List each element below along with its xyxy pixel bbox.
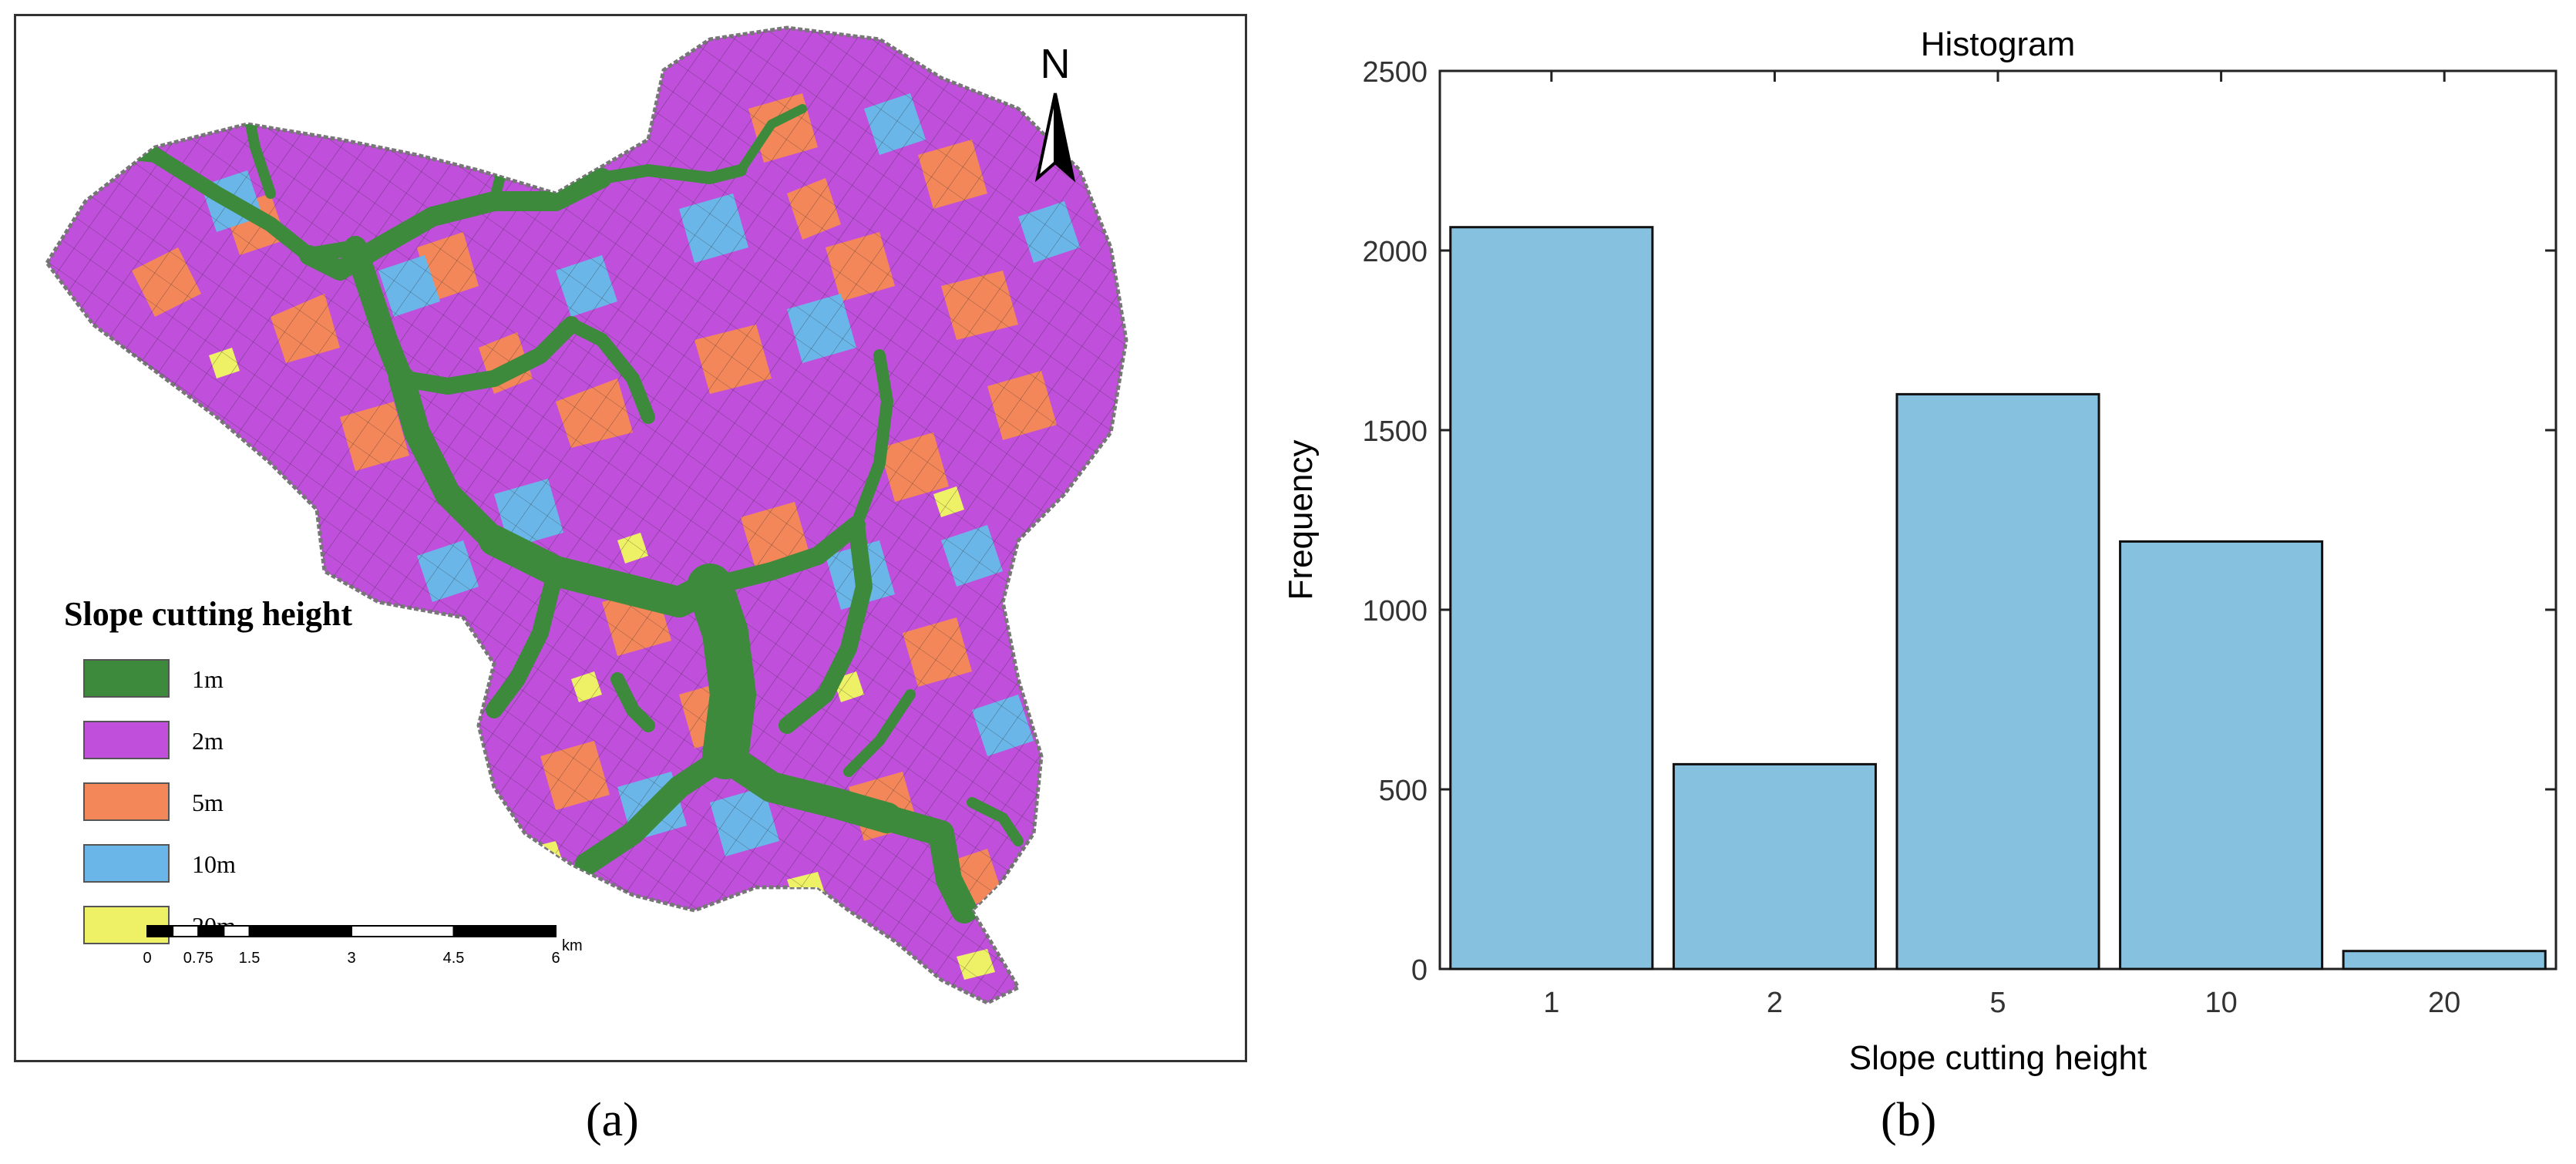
bar [2342,950,2547,971]
x-tick-label: 20 [2428,987,2460,1019]
chart-title: Histogram [1921,25,2076,63]
x-tick-label: 5 [1989,987,2006,1019]
legend-label: 10m [192,850,236,878]
legend-title: Slope cutting height [64,595,352,633]
scale-segment [146,925,174,937]
river-network-1m [78,96,1024,923]
legend-swatch [83,844,170,883]
bar [2119,540,2324,971]
y-tick-label: 0 [1411,954,1428,987]
scale-tick-label: 1.5 [239,950,261,967]
scale-segment [197,925,225,937]
caption-b: (b) [1881,1094,1937,1146]
y-tick-label: 2500 [1362,56,1428,89]
scale-tick-label: 6 [551,950,560,967]
scale-bar: 0 0.75 1.5 3 4.5 6 km [143,925,583,967]
y-tick-label: 1500 [1362,415,1428,448]
scale-segment [172,925,200,937]
x-tick-label: 10 [2204,987,2237,1019]
map-legend: Slope cutting height 1m2m5m10m20m [64,595,352,944]
x-axis-label: Slope cutting height [1849,1039,2147,1077]
legend-label: 2m [192,727,224,755]
scale-unit: km [562,937,583,954]
y-axis: 0 500 1000 1500 2000 2500 [1362,56,2556,987]
legend-swatch [83,721,170,759]
bars [1449,226,2547,971]
y-axis-label: Frequency [1282,440,1320,601]
scale-tick-label: 0.75 [183,950,214,967]
caption-a: (a) [586,1094,639,1146]
north-arrow-icon: N [1034,41,1076,183]
x-tick-label: 2 [1767,987,1783,1019]
scale-tick-label: 3 [347,950,355,967]
legend-label: 5m [192,789,224,816]
bar [1895,392,2100,971]
scale-tick-label: 0 [143,950,151,967]
y-tick-label: 1000 [1362,595,1428,627]
y-tick-label: 500 [1379,775,1428,807]
y-tick-label: 2000 [1362,236,1428,268]
scale-segment [351,925,455,937]
x-tick-label: 1 [1543,987,1559,1019]
legend-swatch [83,782,170,821]
bar [1672,762,1877,971]
legend-swatch [83,659,170,698]
map-panel: N Slope cutting height 1m2m5m10m20m 00.7… [14,14,1247,1062]
scale-segment [248,925,352,937]
histogram-chart: 0 500 1000 1500 2000 2500 1 2 5 10 20 Histogram S… [1282,25,2558,1077]
scale-segment [223,925,251,937]
legend-label: 1m [192,665,224,693]
north-label: N [1041,41,1071,87]
map-canvas: N Slope cutting height 1m2m5m10m20m 00.7… [44,25,1128,1005]
scale-tick-label: 4.5 [443,950,465,967]
scale-segment [452,925,557,937]
bar [1449,226,1654,971]
study-area [44,25,1128,1005]
